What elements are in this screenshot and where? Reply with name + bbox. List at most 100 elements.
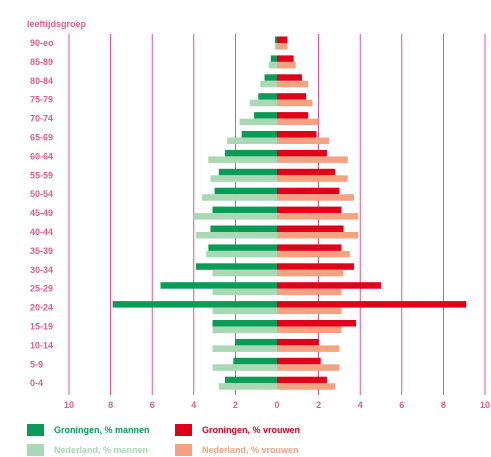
legend-label: Nederland, % mannen <box>54 445 149 455</box>
x-tick-label: 8 <box>441 400 446 410</box>
bar-nederland-vrouwen <box>277 383 336 390</box>
bar-groningen-vrouwen <box>277 55 294 62</box>
bar-nederland-mannen <box>212 345 277 352</box>
legend-label: Groningen, % mannen <box>54 425 150 435</box>
bar-groningen-vrouwen <box>277 282 381 289</box>
x-tick-label: 6 <box>150 400 155 410</box>
bar-groningen-mannen <box>195 263 277 270</box>
bar-groningen-mannen <box>214 187 277 195</box>
bar-groningen-vrouwen <box>277 168 336 176</box>
bar-groningen-vrouwen <box>277 93 307 100</box>
x-tick-label: 2 <box>316 400 321 410</box>
bar-groningen-vrouwen <box>277 131 317 138</box>
x-tick-label: 0 <box>274 400 279 410</box>
legend-item-nederland-vrouwen: Nederland, % vrouwen <box>175 444 299 456</box>
bar-groningen-vrouwen <box>277 112 309 119</box>
y-tick-label: 60-64 <box>30 151 53 161</box>
bar-groningen-mannen <box>235 338 277 346</box>
bar-nederland-mannen <box>210 175 277 182</box>
bar-groningen-vrouwen <box>277 187 340 195</box>
bar-groningen-mannen <box>258 93 277 100</box>
bar-groningen-mannen <box>225 149 277 157</box>
bar-groningen-mannen <box>274 36 277 43</box>
bar-groningen-vrouwen <box>277 225 344 232</box>
y-tick-labels: 90-eo 85-89 80-84 75-79 70-74 65-69 60-64 55-59… <box>30 38 54 388</box>
x-tick-label: 6 <box>399 400 404 410</box>
legend-swatch <box>175 444 192 456</box>
bar-nederland-mannen <box>202 194 277 201</box>
legend-swatch <box>175 424 192 436</box>
y-tick-label: 80-84 <box>30 76 53 86</box>
x-tick-label: 10 <box>480 400 490 410</box>
bar-groningen-vrouwen <box>277 36 288 43</box>
x-tick-label: 4 <box>358 400 363 410</box>
bar-groningen-mannen <box>264 74 277 81</box>
x-tick-label: 10 <box>64 400 74 410</box>
bar-nederland-mannen <box>227 137 277 144</box>
y-tick-label: 90-eo <box>30 38 54 48</box>
bar-groningen-vrouwen <box>277 74 302 81</box>
x-tick-labels: 10 8 6 4 2 0 2 4 6 8 10 <box>64 400 490 410</box>
legend-swatch <box>27 424 44 436</box>
y-tick-label: 5-9 <box>30 359 43 369</box>
bar-nederland-vrouwen <box>277 156 348 163</box>
bar-groningen-vrouwen <box>277 338 319 346</box>
bar-nederland-vrouwen <box>277 213 359 220</box>
bar-nederland-mannen <box>212 288 277 296</box>
bar-nederland-vrouwen <box>277 175 348 182</box>
bar-nederland-mannen <box>239 118 277 126</box>
bar-nederland-mannen <box>218 383 277 390</box>
bar-nederland-mannen <box>249 99 277 107</box>
y-tick-label: 20-24 <box>30 303 53 313</box>
bar-nederland-vrouwen <box>277 194 354 201</box>
bar-nederland-vrouwen <box>277 99 313 107</box>
bar-nederland-vrouwen <box>277 345 340 352</box>
bar-nederland-mannen <box>195 232 277 239</box>
bar-nederland-vrouwen <box>277 250 350 258</box>
bar-groningen-vrouwen <box>277 301 467 308</box>
y-tick-label: 35-39 <box>30 246 53 256</box>
x-tick-label: 8 <box>108 400 113 410</box>
bar-nederland-mannen <box>212 269 277 277</box>
bar-nederland-vrouwen <box>277 326 342 333</box>
bar-nederland-mannen <box>260 80 277 88</box>
bar-groningen-mannen <box>241 131 277 138</box>
bar-groningen-mannen <box>254 112 277 119</box>
legend-item-groningen-vrouwen: Groningen, % vrouwen <box>175 424 300 436</box>
legend-label: Groningen, % vrouwen <box>202 425 301 435</box>
y-tick-label: 30-34 <box>30 265 53 275</box>
bar-nederland-vrouwen <box>277 288 342 296</box>
bar-nederland-mannen <box>274 43 277 50</box>
bar-groningen-mannen <box>208 244 277 251</box>
legend-item-groningen-mannen: Groningen, % mannen <box>27 424 150 436</box>
bar-groningen-mannen <box>160 282 277 289</box>
y-tick-label: 10-14 <box>30 340 53 350</box>
y-tick-label: 15-19 <box>30 322 53 332</box>
bar-groningen-vrouwen <box>277 244 342 251</box>
legend-item-nederland-mannen: Nederland, % mannen <box>27 444 148 456</box>
y-tick-label: 65-69 <box>30 133 53 143</box>
y-tick-label: 45-49 <box>30 208 53 218</box>
bar-nederland-vrouwen <box>277 80 309 88</box>
bar-groningen-mannen <box>233 357 277 365</box>
y-tick-label: 55-59 <box>30 170 53 180</box>
y-tick-label: 70-74 <box>30 114 53 124</box>
bar-nederland-mannen <box>212 326 277 333</box>
bar-groningen-mannen <box>112 301 278 308</box>
bar-nederland-vrouwen <box>277 269 344 277</box>
legend-label: Nederland, % vrouwen <box>202 445 299 455</box>
bar-groningen-mannen <box>225 376 277 384</box>
bar-nederland-mannen <box>268 61 277 69</box>
bar-nederland-vrouwen <box>277 307 342 315</box>
y-tick-label: 50-54 <box>30 189 53 199</box>
bar-groningen-vrouwen <box>277 206 342 214</box>
bar-nederland-mannen <box>212 307 277 315</box>
bar-groningen-vrouwen <box>277 149 327 157</box>
bar-nederland-mannen <box>206 250 277 258</box>
bar-groningen-vrouwen <box>277 376 327 384</box>
bar-nederland-vrouwen <box>277 137 329 144</box>
bar-nederland-vrouwen <box>277 118 319 126</box>
bar-groningen-mannen <box>212 320 277 327</box>
bar-nederland-vrouwen <box>277 232 359 239</box>
bar-nederland-mannen <box>193 213 277 220</box>
